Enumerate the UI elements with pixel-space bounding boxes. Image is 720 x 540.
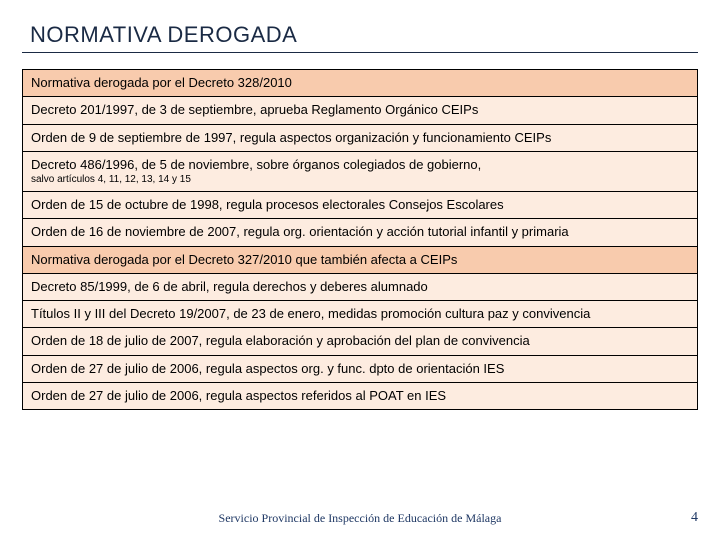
table-cell: Decreto 201/1997, de 3 de septiembre, ap…: [23, 97, 698, 124]
table-row: Decreto 486/1996, de 5 de noviembre, sob…: [23, 151, 698, 191]
table-row: Orden de 16 de noviembre de 2007, regula…: [23, 219, 698, 246]
table-row: Orden de 15 de octubre de 1998, regula p…: [23, 192, 698, 219]
table-cell: Orden de 27 de julio de 2006, regula asp…: [23, 355, 698, 382]
row-text: Orden de 16 de noviembre de 2007, regula…: [31, 224, 569, 239]
table-row: Decreto 201/1997, de 3 de septiembre, ap…: [23, 97, 698, 124]
table-row: Orden de 9 de septiembre de 1997, regula…: [23, 124, 698, 151]
row-text: Títulos II y III del Decreto 19/2007, de…: [31, 306, 590, 321]
page-number: 4: [691, 510, 698, 526]
table-row: Decreto 85/1999, de 6 de abril, regula d…: [23, 273, 698, 300]
table-row: Normativa derogada por el Decreto 327/20…: [23, 246, 698, 273]
slide-title: NORMATIVA DEROGADA: [30, 22, 698, 48]
normativa-table: Normativa derogada por el Decreto 328/20…: [22, 69, 698, 410]
row-text: Orden de 18 de julio de 2007, regula ela…: [31, 333, 530, 348]
table-row: Normativa derogada por el Decreto 328/20…: [23, 70, 698, 97]
table-cell: Normativa derogada por el Decreto 328/20…: [23, 70, 698, 97]
table-cell: Normativa derogada por el Decreto 327/20…: [23, 246, 698, 273]
table-cell: Orden de 16 de noviembre de 2007, regula…: [23, 219, 698, 246]
row-text: Normativa derogada por el Decreto 327/20…: [31, 252, 457, 267]
row-text: Decreto 486/1996, de 5 de noviembre, sob…: [31, 157, 481, 172]
table-cell: Orden de 27 de julio de 2006, regula asp…: [23, 382, 698, 409]
table-row: Orden de 27 de julio de 2006, regula asp…: [23, 355, 698, 382]
row-text: Decreto 201/1997, de 3 de septiembre, ap…: [31, 102, 478, 117]
table-cell: Orden de 15 de octubre de 1998, regula p…: [23, 192, 698, 219]
table-row: Orden de 27 de julio de 2006, regula asp…: [23, 382, 698, 409]
slide: NORMATIVA DEROGADA Normativa derogada po…: [0, 0, 720, 540]
title-underline: [22, 52, 698, 53]
row-note: salvo artículos 4, 11, 12, 13, 14 y 15: [31, 174, 689, 186]
row-text: Decreto 85/1999, de 6 de abril, regula d…: [31, 279, 428, 294]
table-row: Títulos II y III del Decreto 19/2007, de…: [23, 301, 698, 328]
row-text: Orden de 15 de octubre de 1998, regula p…: [31, 197, 504, 212]
table-cell: Orden de 9 de septiembre de 1997, regula…: [23, 124, 698, 151]
table-cell: Títulos II y III del Decreto 19/2007, de…: [23, 301, 698, 328]
footer-text: Servicio Provincial de Inspección de Edu…: [0, 511, 720, 526]
row-text: Normativa derogada por el Decreto 328/20…: [31, 75, 292, 90]
table-row: Orden de 18 de julio de 2007, regula ela…: [23, 328, 698, 355]
table-cell: Orden de 18 de julio de 2007, regula ela…: [23, 328, 698, 355]
table-cell: Decreto 486/1996, de 5 de noviembre, sob…: [23, 151, 698, 191]
row-text: Orden de 27 de julio de 2006, regula asp…: [31, 388, 446, 403]
row-text: Orden de 9 de septiembre de 1997, regula…: [31, 130, 551, 145]
table-cell: Decreto 85/1999, de 6 de abril, regula d…: [23, 273, 698, 300]
row-text: Orden de 27 de julio de 2006, regula asp…: [31, 361, 504, 376]
